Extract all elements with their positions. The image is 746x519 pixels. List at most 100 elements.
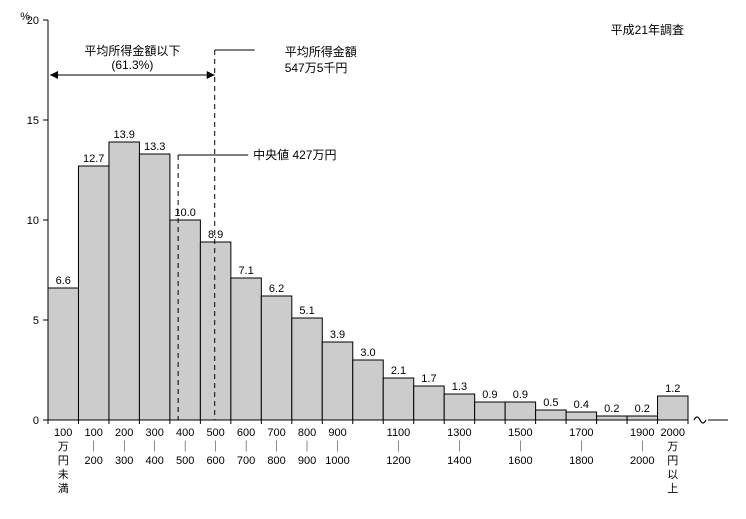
avg-income-label: 平均所得金額: [285, 44, 357, 59]
x-category-label: 1100: [387, 427, 411, 439]
x-category-label: 上: [667, 482, 678, 495]
x-category-label: 100: [54, 427, 72, 439]
bar-value-label: 0.4: [574, 399, 589, 411]
avg-income-value: 547万5千円: [285, 61, 348, 75]
bar: [322, 342, 352, 420]
x-category-label: 1400: [447, 455, 471, 467]
bar-value-label: 12.7: [83, 153, 104, 165]
bar: [383, 378, 413, 420]
bar-value-label: 3.9: [330, 329, 345, 341]
bar: [78, 166, 108, 420]
svg-text:5: 5: [33, 315, 39, 327]
svg-text:10: 10: [27, 215, 39, 227]
bar-value-label: 1.7: [421, 373, 436, 385]
bar-value-label: 7.1: [238, 265, 253, 277]
bar-value-label: 13.3: [144, 141, 165, 153]
x-category-label: 500: [206, 427, 224, 439]
x-category-label: ｜: [119, 440, 130, 453]
bar: [170, 220, 200, 420]
bar: [231, 278, 261, 420]
x-category-label: ｜: [302, 440, 313, 453]
x-category-label: 900: [298, 455, 316, 467]
x-category-label: 万: [58, 441, 69, 453]
survey-year-label: 平成21年調査: [611, 23, 684, 37]
x-category-label: 1200: [386, 455, 410, 467]
bar: [414, 386, 444, 420]
x-category-label: 1700: [569, 427, 593, 439]
bar-value-label: 2.1: [391, 365, 406, 377]
bar-value-label: 0.2: [635, 403, 650, 415]
bar-value-label: 0.9: [482, 389, 497, 401]
x-category-label: ｜: [515, 440, 526, 453]
x-category-label: 満: [58, 482, 69, 495]
x-category-label: ｜: [88, 440, 99, 453]
x-category-label: 1500: [508, 427, 532, 439]
x-category-label: 600: [237, 427, 255, 439]
chart-svg: 05101520%平成21年調査6.6100万円未満12.7100｜20013.…: [0, 0, 746, 519]
x-category-label: 未: [58, 468, 69, 481]
bar: [48, 288, 78, 420]
bar-value-label: 0.2: [604, 403, 619, 415]
bar-value-label: 3.0: [360, 347, 375, 359]
bar: [261, 296, 291, 420]
bar-value-label: 6.6: [56, 275, 71, 287]
x-category-label: 300: [115, 455, 133, 467]
svg-text:15: 15: [27, 115, 39, 127]
x-category-label: 2000: [630, 455, 654, 467]
x-category-label: 200: [115, 427, 133, 439]
bar: [292, 318, 322, 420]
bar: [444, 394, 474, 420]
x-category-label: 1000: [325, 455, 349, 467]
bar-value-label: 0.9: [513, 389, 528, 401]
x-category-label: ｜: [332, 440, 343, 453]
x-category-label: 400: [145, 455, 163, 467]
x-category-label: 500: [176, 455, 194, 467]
x-category-label: 以: [667, 469, 678, 481]
x-category-label: ｜: [454, 440, 465, 453]
x-category-label: ｜: [210, 440, 221, 453]
svg-text:0: 0: [33, 415, 39, 427]
bar-value-label: 0.5: [543, 397, 558, 409]
x-category-label: 900: [328, 427, 346, 439]
x-category-label: 1600: [508, 455, 532, 467]
x-category-label: ｜: [393, 440, 404, 453]
below-avg-label: 平均所得金額以下: [84, 43, 180, 58]
bar-value-label: 1.2: [665, 383, 680, 395]
bar-value-label: 5.1: [299, 305, 314, 317]
bar: [353, 360, 383, 420]
x-category-label: 円: [58, 455, 69, 467]
median-income-label: 中央値 427万円: [253, 147, 336, 162]
x-category-label: 700: [267, 427, 285, 439]
x-category-label: 1300: [447, 427, 471, 439]
bar: [597, 416, 627, 420]
bar-value-label: 6.2: [269, 283, 284, 295]
x-category-label: 600: [206, 455, 224, 467]
bar: [505, 402, 535, 420]
income-distribution-chart: 05101520%平成21年調査6.6100万円未満12.7100｜20013.…: [0, 0, 746, 519]
bar: [627, 416, 657, 420]
bar-value-label: 13.9: [113, 129, 134, 141]
below-avg-pct: (61.3%): [111, 58, 153, 72]
x-category-label: 400: [176, 427, 194, 439]
bar: [139, 154, 169, 420]
x-category-label: 100: [85, 427, 103, 439]
x-category-label: 300: [145, 427, 163, 439]
x-category-label: 800: [267, 455, 285, 467]
x-category-label: 1800: [569, 455, 593, 467]
bar: [658, 396, 688, 420]
bar-value-label: 1.3: [452, 381, 467, 393]
x-category-label: 700: [237, 455, 255, 467]
x-category-label: ｜: [241, 440, 252, 453]
x-category-label: 万: [667, 441, 678, 453]
x-category-label: ｜: [576, 440, 587, 453]
x-category-label: ｜: [149, 440, 160, 453]
x-category-label: 200: [85, 455, 103, 467]
bar: [109, 142, 139, 420]
x-category-label: 円: [667, 455, 678, 467]
svg-text:%: %: [20, 11, 30, 23]
bar-value-label: 8.9: [208, 229, 223, 241]
x-category-label: ｜: [637, 440, 648, 453]
x-category-label: ｜: [180, 440, 191, 453]
bar: [200, 242, 230, 420]
bar: [536, 410, 566, 420]
